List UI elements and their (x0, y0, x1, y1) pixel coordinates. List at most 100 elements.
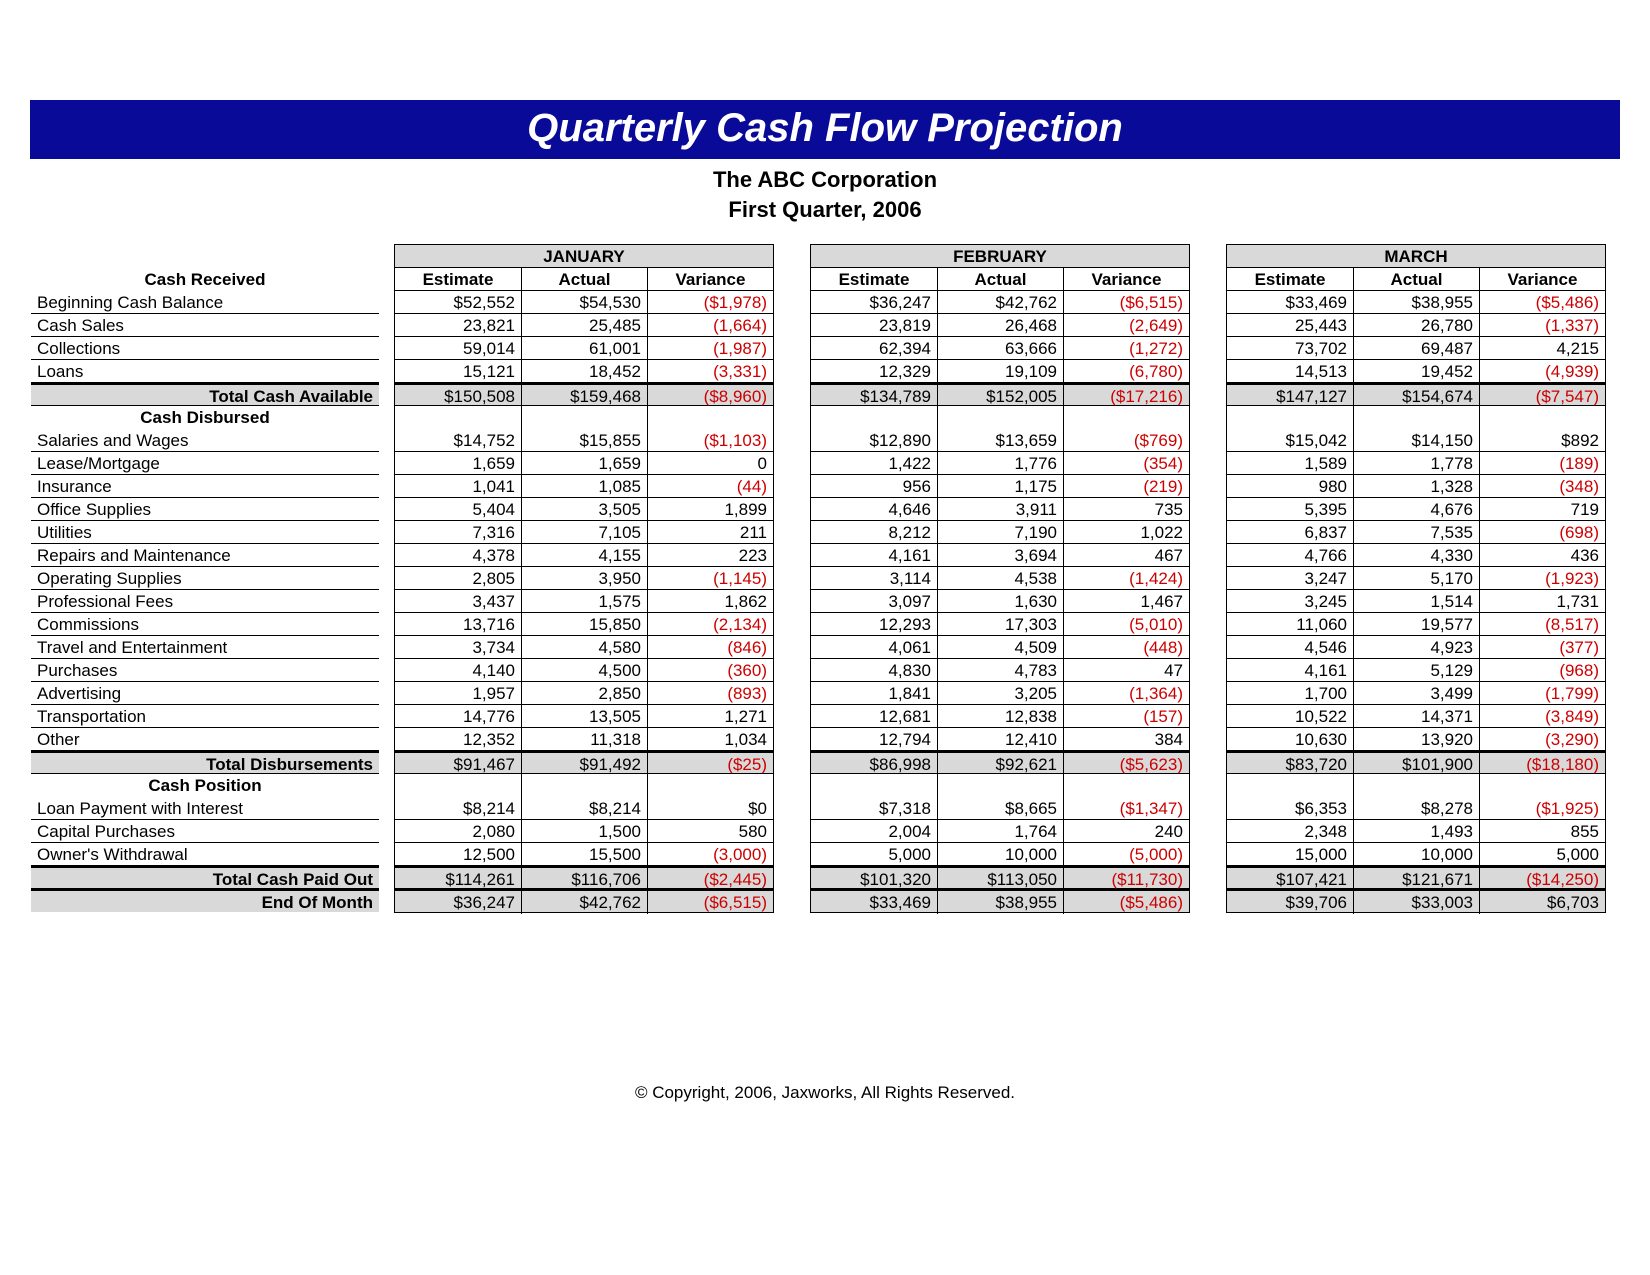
cell-estimate: $8,214 (395, 797, 521, 820)
data-row: 14,77613,5051,271 (395, 705, 773, 728)
cell-estimate: 4,766 (1227, 544, 1353, 567)
cell-actual: 1,175 (937, 475, 1063, 498)
cell-variance: ($6,515) (647, 891, 773, 914)
data-row: 15,12118,452(3,331) (395, 360, 773, 383)
data-row: 3,0971,6301,467 (811, 590, 1189, 613)
cell-variance: 719 (1479, 498, 1605, 521)
data-row: 7,3167,105211 (395, 521, 773, 544)
cell-actual: 1,778 (1353, 452, 1479, 475)
row-label: Collections (31, 337, 379, 360)
row-label: Salaries and Wages (31, 429, 379, 452)
cell-estimate: 1,659 (395, 452, 521, 475)
cell-actual: 4,783 (937, 659, 1063, 682)
cell-variance: (1,664) (647, 314, 773, 337)
row-label: Travel and Entertainment (31, 636, 379, 659)
total-paid-label: Total Cash Paid Out (31, 866, 379, 889)
cell-actual: $91,492 (521, 753, 647, 776)
cell-variance: (219) (1063, 475, 1189, 498)
cell-variance: 1,899 (647, 498, 773, 521)
cell-actual: 4,155 (521, 544, 647, 567)
cell-estimate: 10,522 (1227, 705, 1353, 728)
cell-estimate: 10,630 (1227, 728, 1353, 751)
cell-variance: (8,517) (1479, 613, 1605, 636)
cell-variance: ($14,250) (1479, 868, 1605, 891)
cell-actual: 1,630 (937, 590, 1063, 613)
cell-actual: 61,001 (521, 337, 647, 360)
cell-variance: (1,424) (1063, 567, 1189, 590)
data-row: 2,3481,493855 (1227, 820, 1605, 843)
spacer-row (811, 774, 1189, 797)
data-row: 15,00010,0005,000 (1227, 843, 1605, 866)
data-row: 3,4371,5751,862 (395, 590, 773, 613)
row-label: Professional Fees (31, 590, 379, 613)
data-row: 12,29317,303(5,010) (811, 613, 1189, 636)
row-label: Lease/Mortgage (31, 452, 379, 475)
cell-actual: $101,900 (1353, 753, 1479, 776)
data-row: $8,214$8,214$0 (395, 797, 773, 820)
data-row: 4,1404,500(360) (395, 659, 773, 682)
cell-actual: $42,762 (937, 291, 1063, 314)
data-row: $15,042$14,150$892 (1227, 429, 1605, 452)
cell-estimate: $114,261 (395, 868, 521, 891)
spacer-row (1227, 406, 1605, 429)
cell-variance: ($8,960) (647, 385, 773, 408)
cell-actual: 26,780 (1353, 314, 1479, 337)
cell-variance: $6,703 (1479, 891, 1605, 914)
cell-variance: (189) (1479, 452, 1605, 475)
cell-actual: $38,955 (937, 891, 1063, 914)
cell-estimate: 4,161 (1227, 659, 1353, 682)
data-row: 2,8053,950(1,145) (395, 567, 773, 590)
cell-actual: $54,530 (521, 291, 647, 314)
cell-variance: ($1,925) (1479, 797, 1605, 820)
month-column-0: JANUARYEstimateActualVariance$52,552$54,… (394, 244, 774, 913)
cell-variance: (698) (1479, 521, 1605, 544)
cell-variance: $892 (1479, 429, 1605, 452)
cell-actual: 4,580 (521, 636, 647, 659)
cell-variance: (1,987) (647, 337, 773, 360)
cell-variance: (354) (1063, 452, 1189, 475)
cell-estimate: 4,061 (811, 636, 937, 659)
label-column: Cash ReceivedBeginning Cash BalanceCash … (30, 244, 380, 913)
data-row: 12,79412,410384 (811, 728, 1189, 751)
cell-estimate: $83,720 (1227, 753, 1353, 776)
data-row: $33,469$38,955($5,486) (1227, 291, 1605, 314)
data-row: 12,50015,500(3,000) (395, 843, 773, 866)
cell-estimate: $36,247 (395, 891, 521, 914)
cell-estimate: 4,378 (395, 544, 521, 567)
cell-estimate: 23,821 (395, 314, 521, 337)
cell-variance: (1,923) (1479, 567, 1605, 590)
cell-actual: 7,535 (1353, 521, 1479, 544)
cell-estimate: 13,716 (395, 613, 521, 636)
cell-variance: ($5,486) (1479, 291, 1605, 314)
row-label: Utilities (31, 521, 379, 544)
cell-variance: ($5,623) (1063, 753, 1189, 776)
cell-variance: (1,799) (1479, 682, 1605, 705)
data-row: 12,68112,838(157) (811, 705, 1189, 728)
cell-variance: (6,780) (1063, 360, 1189, 383)
cell-estimate: 5,404 (395, 498, 521, 521)
cell-actual: 69,487 (1353, 337, 1479, 360)
col-header: Estimate (1227, 268, 1353, 291)
cell-variance: ($1,978) (647, 291, 773, 314)
cell-actual: $113,050 (937, 868, 1063, 891)
cell-variance: 5,000 (1479, 843, 1605, 866)
data-row: 5,4043,5051,899 (395, 498, 773, 521)
data-row: 4,1615,129(968) (1227, 659, 1605, 682)
cell-estimate: $86,998 (811, 753, 937, 776)
cell-variance: (3,290) (1479, 728, 1605, 751)
data-row: $6,353$8,278($1,925) (1227, 797, 1605, 820)
cell-estimate: 73,702 (1227, 337, 1353, 360)
data-row: 1,5891,778(189) (1227, 452, 1605, 475)
cell-estimate: 956 (811, 475, 937, 498)
row-label: Loans (31, 360, 379, 383)
cell-estimate: 1,589 (1227, 452, 1353, 475)
data-row: 4,1613,694467 (811, 544, 1189, 567)
data-row: 4,5464,923(377) (1227, 636, 1605, 659)
cell-estimate: 2,004 (811, 820, 937, 843)
total-paid-row: $107,421$121,671($14,250) (1227, 866, 1605, 889)
data-row: 8,2127,1901,022 (811, 521, 1189, 544)
cell-actual: 19,452 (1353, 360, 1479, 383)
cell-variance: ($1,347) (1063, 797, 1189, 820)
cell-estimate: $39,706 (1227, 891, 1353, 914)
data-row: 23,81926,468(2,649) (811, 314, 1189, 337)
